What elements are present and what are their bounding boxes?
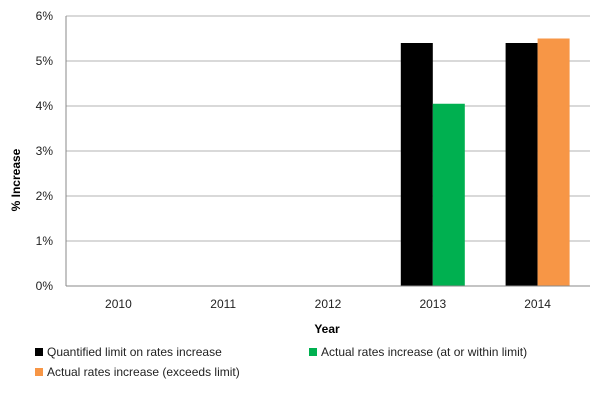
y-tick-label: 5% [36,54,54,68]
y-tick-label: 3% [36,144,54,158]
legend-item-actual-exceeds-limit: Actual rates increase (exceeds limit) [35,363,240,381]
y-axis-title: % Increase [9,148,23,211]
y-tick-label: 0% [36,279,54,293]
legend-item-actual-within-limit: Actual rates increase (at or within limi… [309,343,527,361]
legend-swatch-actual-exceeds-limit [35,368,43,376]
bar-2014-series-0 [505,43,538,286]
legend-swatch-actual-within-limit [309,348,317,356]
legend-label-actual-within-limit: Actual rates increase (at or within limi… [321,345,528,359]
legend-label-actual-exceeds-limit: Actual rates increase (exceeds limit) [47,365,240,379]
y-tick-label: 1% [36,234,54,248]
y-tick-label: 6% [36,9,54,23]
x-tick-label: 2010 [105,297,132,311]
x-tick-label: 2013 [419,297,446,311]
y-tick-label: 2% [36,189,54,203]
x-tick-label: 2014 [524,297,551,311]
legend-item-quantified-limit: Quantified limit on rates increase [35,343,222,361]
chart-legend: Quantified limit on rates increase Actua… [33,341,592,391]
y-tick-label: 4% [36,99,54,113]
bar-2013-series-0 [400,43,433,286]
bar-2014-series-2 [537,38,570,286]
bar-2013-series-1 [432,103,465,286]
legend-swatch-quantified-limit [35,348,43,356]
x-axis-title: Year [314,322,340,336]
legend-label-quantified-limit: Quantified limit on rates increase [47,345,222,359]
x-tick-label: 2011 [210,297,236,311]
x-tick-label: 2012 [315,297,342,311]
